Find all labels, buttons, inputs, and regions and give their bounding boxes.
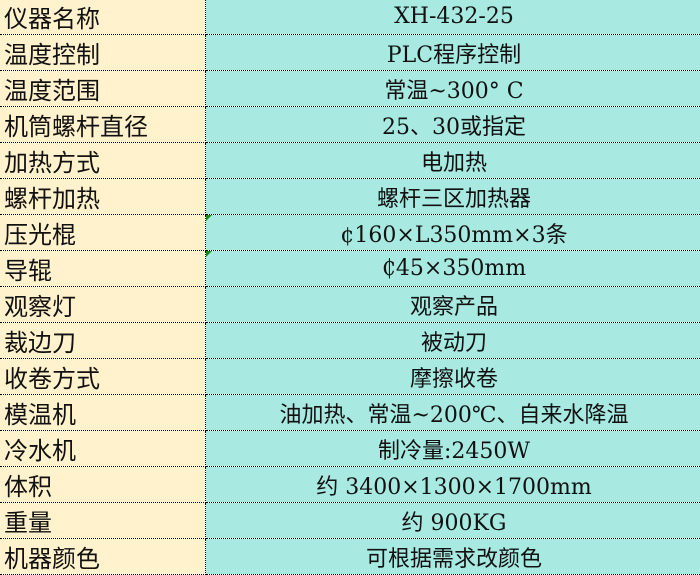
table-row: 温度控制 PLC程序控制 — [0, 35, 700, 71]
comment-marker-icon[interactable] — [206, 251, 212, 257]
spec-value: 可根据需求改颜色 — [366, 547, 542, 572]
spec-value-cell[interactable]: 被动刀 — [206, 323, 700, 359]
spec-value-cell[interactable]: ¢160×L350mm×3条 — [206, 215, 700, 251]
table-row: 裁边刀 被动刀 — [0, 323, 700, 359]
spec-value-cell[interactable]: 约 3400×1300×1700mm — [206, 467, 700, 503]
spec-value-cell[interactable]: XH-432-25 — [206, 0, 700, 35]
spec-value: 常温~300° C — [384, 79, 523, 104]
spec-value-cell[interactable]: 25、30或指定 — [206, 107, 700, 143]
spec-label-cell[interactable]: 裁边刀 — [0, 323, 206, 359]
table-row: 机筒螺杆直径 25、30或指定 — [0, 107, 700, 143]
table-row: 机器颜色 可根据需求改颜色 — [0, 539, 700, 575]
spec-value-cell[interactable]: PLC程序控制 — [206, 35, 700, 71]
spec-value-cell[interactable]: 螺杆三区加热器 — [206, 179, 700, 215]
spec-value: 约 900KG — [402, 511, 507, 536]
spec-label-cell[interactable]: 冷水机 — [0, 431, 206, 467]
spec-label-cell[interactable]: 重量 — [0, 503, 206, 539]
table-row: 重量 约 900KG — [0, 503, 700, 539]
table-row: 体积 约 3400×1300×1700mm — [0, 467, 700, 503]
spec-label-cell[interactable]: 观察灯 — [0, 287, 206, 323]
spec-label-cell[interactable]: 机筒螺杆直径 — [0, 107, 206, 143]
table-row: 冷水机 制冷量:2450W — [0, 431, 700, 467]
spec-value: XH-432-25 — [394, 4, 514, 29]
spec-value-cell[interactable]: 摩擦收卷 — [206, 359, 700, 395]
spec-label-cell[interactable]: 螺杆加热 — [0, 179, 206, 215]
table-row: 收卷方式 摩擦收卷 — [0, 359, 700, 395]
spec-label-cell[interactable]: 仪器名称 — [0, 0, 206, 35]
spec-label-cell[interactable]: 温度范围 — [0, 71, 206, 107]
comment-marker-icon[interactable] — [206, 215, 212, 221]
spec-label-cell[interactable]: 模温机 — [0, 395, 206, 431]
spec-value-cell[interactable]: 油加热、常温~200℃、自来水降温 — [206, 395, 700, 431]
spec-value: 观察产品 — [410, 295, 498, 320]
spec-value: 被动刀 — [421, 331, 487, 356]
spec-label-cell[interactable]: 体积 — [0, 467, 206, 503]
spec-label-cell[interactable]: 温度控制 — [0, 35, 206, 71]
table-row: 压光棍 ¢160×L350mm×3条 — [0, 215, 700, 251]
spec-value: 制冷量:2450W — [378, 439, 530, 464]
spec-value-cell[interactable]: 常温~300° C — [206, 71, 700, 107]
table-row: 螺杆加热 螺杆三区加热器 — [0, 179, 700, 215]
spec-value-cell[interactable]: 制冷量:2450W — [206, 431, 700, 467]
table-row: 仪器名称 XH-432-25 — [0, 0, 700, 35]
spec-value: PLC程序控制 — [387, 43, 521, 68]
spec-value: 约 3400×1300×1700mm — [316, 475, 592, 500]
table-row: 温度范围 常温~300° C — [0, 71, 700, 107]
spec-value: ¢160×L350mm×3条 — [340, 223, 567, 248]
spec-value: 摩擦收卷 — [410, 367, 498, 392]
spec-label-cell[interactable]: 收卷方式 — [0, 359, 206, 395]
spec-value-cell[interactable]: 可根据需求改颜色 — [206, 539, 700, 575]
spec-value: 油加热、常温~200℃、自来水降温 — [279, 403, 628, 428]
spec-label-cell[interactable]: 机器颜色 — [0, 539, 206, 575]
table-row: 导辊 ₵45×350mm — [0, 251, 700, 287]
spec-value: 25、30或指定 — [382, 115, 526, 140]
spec-value: ₵45×350mm — [382, 256, 526, 281]
spec-value-cell[interactable]: 约 900KG — [206, 503, 700, 539]
table-row: 模温机 油加热、常温~200℃、自来水降温 — [0, 395, 700, 431]
spec-value: 螺杆三区加热器 — [377, 187, 531, 212]
spec-label-cell[interactable]: 导辊 — [0, 251, 206, 287]
spec-label-cell[interactable]: 压光棍 — [0, 215, 206, 251]
spec-label-cell[interactable]: 加热方式 — [0, 143, 206, 179]
table-row: 观察灯 观察产品 — [0, 287, 700, 323]
table-row: 加热方式 电加热 — [0, 143, 700, 179]
spec-value: 电加热 — [421, 151, 487, 176]
spec-value-cell[interactable]: 观察产品 — [206, 287, 700, 323]
spec-value-cell[interactable]: 电加热 — [206, 143, 700, 179]
spec-value-cell[interactable]: ₵45×350mm — [206, 251, 700, 287]
